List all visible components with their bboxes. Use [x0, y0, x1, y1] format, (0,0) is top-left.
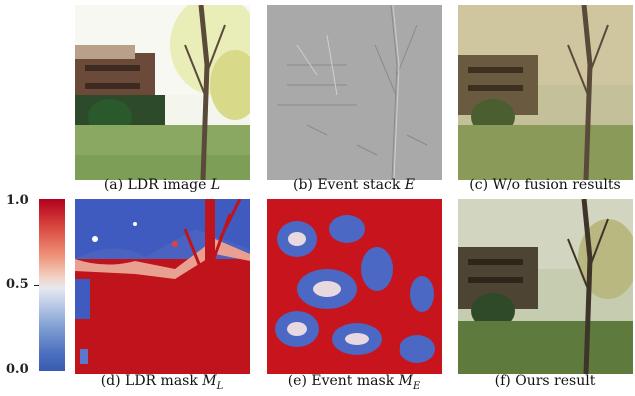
caption-c: (c) W/o fusion results	[469, 177, 621, 193]
colorbar-tick-min: 0.0	[6, 362, 29, 377]
event-stack-panel	[267, 5, 442, 180]
ldr-mask	[75, 199, 250, 374]
wo-fusion-result	[458, 5, 633, 180]
caption-d: (d) LDR mask ML	[100, 373, 224, 392]
symbol-me: ME	[398, 373, 421, 392]
colorbar-tick-max: 1.0	[6, 193, 29, 208]
ldr-image-panel	[75, 5, 250, 180]
caption-e: (e) Event mask ME	[287, 373, 421, 392]
symbol-ml: ML	[202, 373, 224, 392]
colorbar-tick-mid: 0.5	[6, 277, 29, 292]
wo-fusion-panel	[458, 5, 633, 180]
caption-a: (a) LDR image L	[103, 177, 221, 193]
caption-b: (b) Event stack E	[292, 177, 415, 193]
caption-f: (f) Ours result	[494, 373, 596, 389]
ldr-mask-panel	[75, 199, 250, 374]
ldr-image	[75, 5, 250, 180]
ours-result	[458, 199, 633, 374]
event-stack	[267, 5, 442, 180]
event-mask-panel	[267, 199, 442, 374]
event-mask	[267, 199, 442, 374]
ours-result-panel	[458, 199, 633, 374]
colorbar	[39, 199, 65, 371]
colorbar-tick-mark	[34, 285, 39, 286]
